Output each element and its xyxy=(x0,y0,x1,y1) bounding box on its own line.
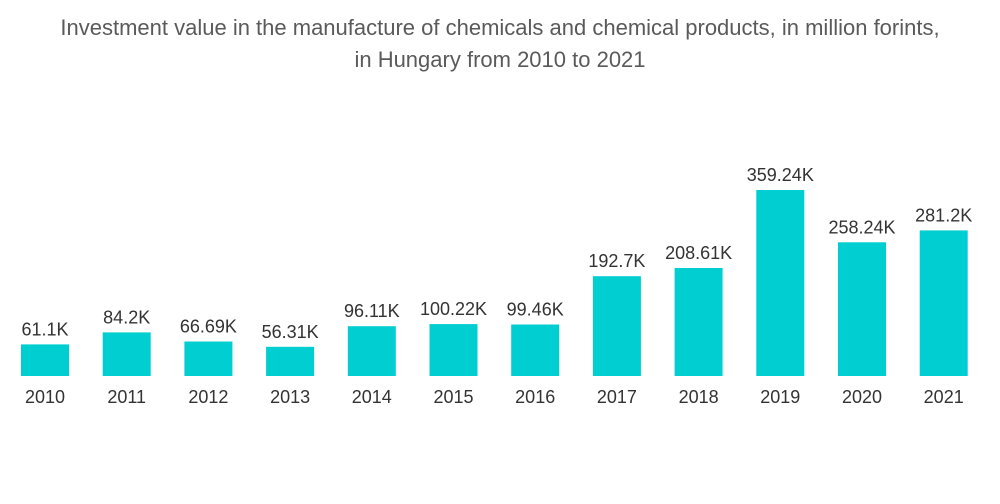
x-tick-2017: 2017 xyxy=(597,387,637,407)
value-label-2021: 281.2K xyxy=(915,205,972,225)
x-tick-2012: 2012 xyxy=(188,387,228,407)
x-tick-2020: 2020 xyxy=(842,387,882,407)
x-axis-tick-labels: 2010 2011 2012 2013 2014 2015 2016 2017 2018 2019… xyxy=(25,387,964,407)
value-label-2011: 84.2K xyxy=(103,307,150,327)
value-label-2017: 192.7K xyxy=(588,251,645,271)
x-tick-2016: 2016 xyxy=(515,387,555,407)
value-label-2016: 99.46K xyxy=(507,300,564,320)
x-tick-2021: 2021 xyxy=(924,387,964,407)
x-tick-2019: 2019 xyxy=(760,387,800,407)
value-label-2013: 56.31K xyxy=(262,322,319,342)
value-label-2010: 61.1K xyxy=(21,319,68,339)
bar-2013 xyxy=(266,346,315,376)
value-label-2015: 100.22K xyxy=(420,299,487,319)
value-label-2020: 258.24K xyxy=(828,217,895,237)
x-tick-2018: 2018 xyxy=(679,387,719,407)
bar-2014 xyxy=(347,326,396,376)
x-tick-2013: 2013 xyxy=(270,387,310,407)
x-tick-2011: 2011 xyxy=(107,387,146,407)
bar-2018 xyxy=(674,268,723,376)
bar-2010 xyxy=(21,344,69,376)
bar-2021 xyxy=(919,230,968,376)
bar-2015 xyxy=(429,324,478,376)
chart-title-line-2: in Hungary from 2010 to 2021 xyxy=(354,47,646,72)
x-tick-2014: 2014 xyxy=(352,387,392,407)
bar-2017 xyxy=(592,276,641,376)
bar-2011 xyxy=(102,332,151,376)
bar-2020 xyxy=(838,242,886,376)
bar-2019 xyxy=(756,190,805,376)
bar-2016 xyxy=(511,324,560,376)
value-label-2018: 208.61K xyxy=(665,243,732,263)
value-label-2019: 359.24K xyxy=(747,165,814,185)
bars-group xyxy=(21,190,968,376)
value-labels-group: 61.1K 84.2K 66.69K 56.31K 96.11K 100.22K 99.46… xyxy=(21,165,972,342)
bar-2012 xyxy=(184,341,233,376)
x-tick-2010: 2010 xyxy=(25,387,65,407)
chart-title-line-1: Investment value in the manufacture of c… xyxy=(60,15,940,40)
value-label-2012: 66.69K xyxy=(180,317,237,337)
value-label-2014: 96.11K xyxy=(344,301,400,321)
x-tick-2015: 2015 xyxy=(433,387,473,407)
chart-title: Investment value in the manufacture of c… xyxy=(0,12,1000,76)
